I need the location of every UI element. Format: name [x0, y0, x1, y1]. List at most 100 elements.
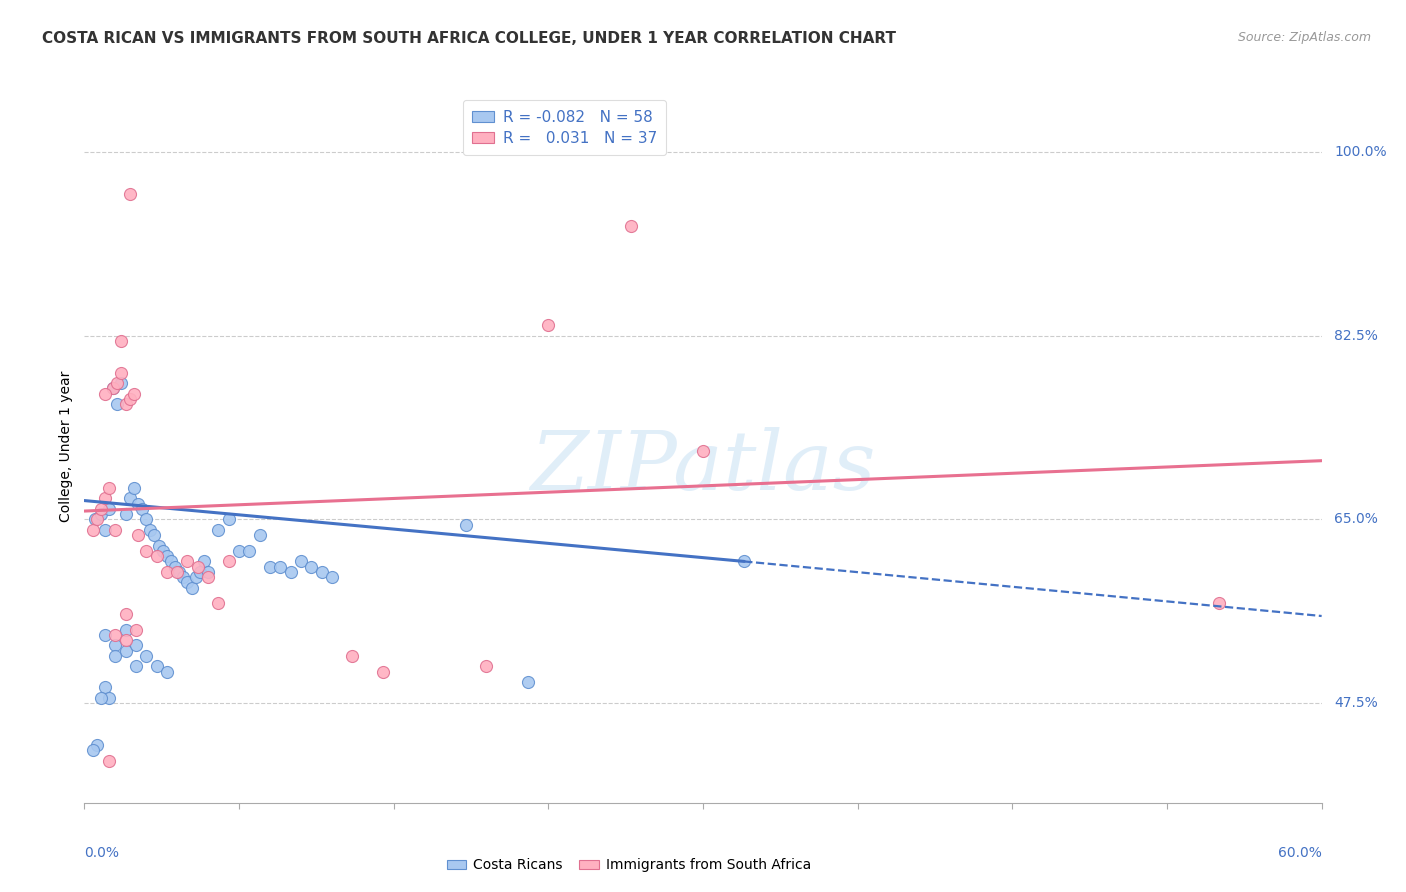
Point: [299, 559, 322, 574]
Text: 65.0%: 65.0%: [1334, 513, 1378, 526]
Point: [86, 512, 108, 526]
Point: [166, 565, 188, 579]
Point: [94, 628, 117, 642]
Point: [184, 570, 207, 584]
Point: [321, 570, 343, 584]
Point: [148, 539, 170, 553]
Point: [135, 544, 157, 558]
Point: [156, 549, 179, 564]
Point: [311, 565, 333, 579]
Point: [733, 554, 755, 568]
Point: [114, 643, 136, 657]
Point: [167, 565, 190, 579]
Point: [692, 444, 714, 458]
Point: [1208, 596, 1230, 610]
Point: [110, 376, 132, 390]
Point: [280, 565, 302, 579]
Point: [176, 575, 198, 590]
Point: [103, 381, 125, 395]
Point: [143, 528, 166, 542]
Text: Source: ZipAtlas.com: Source: ZipAtlas.com: [1237, 31, 1371, 45]
Point: [98, 754, 121, 768]
Text: 100.0%: 100.0%: [1334, 145, 1386, 159]
Point: [90, 690, 112, 705]
Point: [90, 507, 112, 521]
Point: [238, 544, 260, 558]
Point: [207, 596, 229, 610]
Point: [218, 554, 240, 568]
Point: [118, 187, 141, 202]
Point: [125, 623, 148, 637]
Point: [127, 528, 149, 542]
Point: [125, 639, 148, 653]
Point: [82, 523, 104, 537]
Point: [145, 659, 167, 673]
Text: ZIPatlas: ZIPatlas: [530, 427, 876, 508]
Point: [94, 491, 117, 506]
Text: COSTA RICAN VS IMMIGRANTS FROM SOUTH AFRICA COLLEGE, UNDER 1 YEAR CORRELATION CH: COSTA RICAN VS IMMIGRANTS FROM SOUTH AFR…: [42, 31, 896, 46]
Point: [94, 386, 117, 401]
Point: [172, 570, 194, 584]
Point: [145, 549, 167, 564]
Point: [193, 554, 215, 568]
Point: [249, 528, 271, 542]
Point: [98, 481, 121, 495]
Point: [103, 381, 125, 395]
Point: [160, 554, 183, 568]
Point: [228, 544, 250, 558]
Point: [118, 392, 141, 406]
Text: 0.0%: 0.0%: [84, 846, 120, 860]
Point: [114, 507, 136, 521]
Point: [187, 559, 209, 574]
Point: [114, 633, 136, 648]
Point: [156, 665, 179, 679]
Point: [131, 502, 153, 516]
Point: [114, 623, 136, 637]
Point: [98, 690, 121, 705]
Point: [122, 386, 145, 401]
Point: [135, 648, 157, 663]
Point: [135, 512, 157, 526]
Point: [475, 659, 498, 673]
Point: [114, 607, 136, 621]
Point: [269, 559, 291, 574]
Point: [125, 659, 148, 673]
Point: [454, 517, 477, 532]
Text: 60.0%: 60.0%: [1278, 846, 1322, 860]
Point: [180, 581, 202, 595]
Point: [259, 559, 281, 574]
Point: [105, 397, 128, 411]
Text: 82.5%: 82.5%: [1334, 329, 1378, 343]
Point: [94, 523, 117, 537]
Point: [197, 570, 219, 584]
Point: [110, 334, 132, 348]
Legend: Costa Ricans, Immigrants from South Africa: Costa Ricans, Immigrants from South Afri…: [441, 853, 817, 878]
Point: [127, 497, 149, 511]
Point: [122, 481, 145, 495]
Point: [156, 565, 179, 579]
Point: [290, 554, 312, 568]
Point: [152, 544, 174, 558]
Point: [104, 523, 127, 537]
Point: [105, 376, 128, 390]
Point: [82, 743, 104, 757]
Point: [114, 397, 136, 411]
Point: [342, 648, 364, 663]
Point: [165, 559, 187, 574]
Point: [197, 565, 219, 579]
Point: [118, 491, 141, 506]
Point: [516, 675, 538, 690]
Text: 47.5%: 47.5%: [1334, 696, 1378, 710]
Point: [90, 502, 112, 516]
Point: [218, 512, 240, 526]
Point: [98, 502, 121, 516]
Point: [104, 628, 127, 642]
Point: [620, 219, 643, 233]
Point: [537, 318, 560, 333]
Point: [139, 523, 162, 537]
Y-axis label: College, Under 1 year: College, Under 1 year: [59, 370, 73, 522]
Point: [373, 665, 395, 679]
Point: [104, 648, 127, 663]
Point: [83, 512, 105, 526]
Point: [188, 565, 211, 579]
